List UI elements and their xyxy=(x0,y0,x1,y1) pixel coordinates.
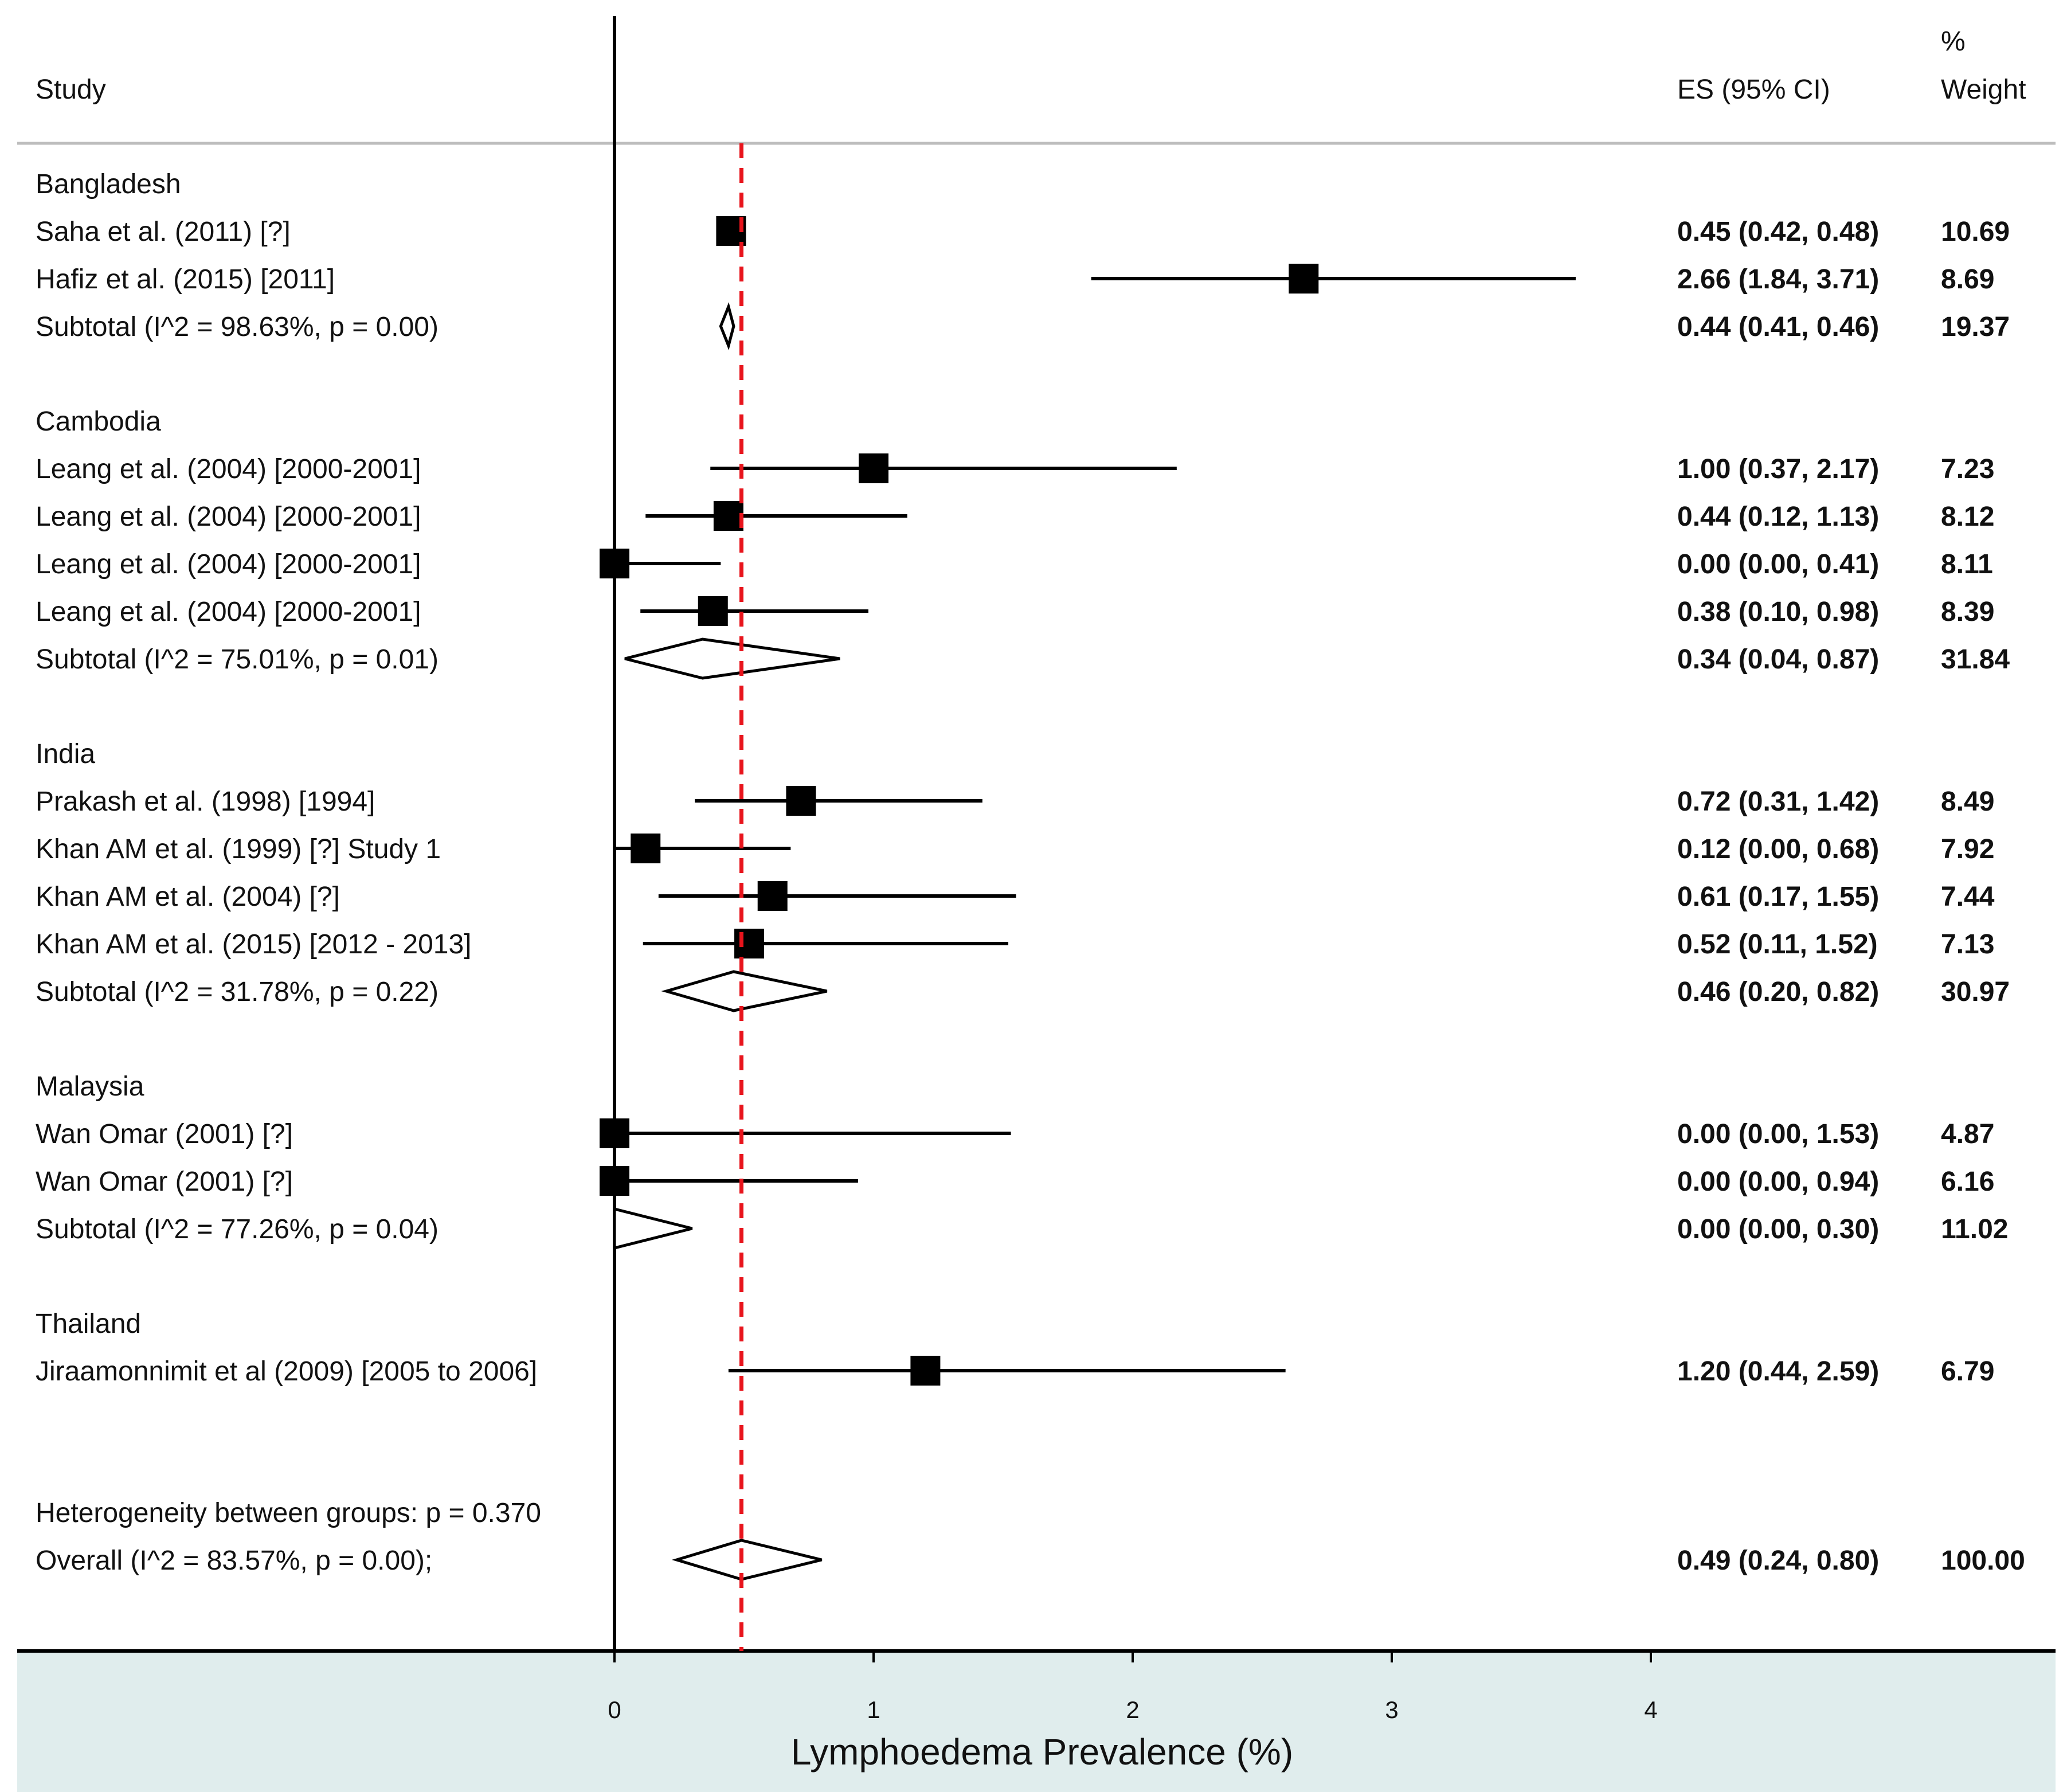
header-study: Study xyxy=(36,75,106,105)
subtotal-diamond xyxy=(719,302,735,350)
header-weight: Weight xyxy=(1941,75,2026,105)
study-point xyxy=(1289,264,1319,294)
study-es: 0.52 (0.11, 1.52) xyxy=(1677,929,1878,960)
x-tick-label: 2 xyxy=(1126,1696,1139,1723)
study-label: Jiraamonnimit et al (2009) [2005 to 2006… xyxy=(36,1356,537,1387)
subtotal-es: 0.44 (0.41, 0.46) xyxy=(1677,312,1879,342)
overall-weight: 100.00 xyxy=(1941,1545,2025,1576)
subtotal-weight: 31.84 xyxy=(1941,644,2010,675)
subtotal-diamond xyxy=(613,1207,693,1250)
subtotal-label: Subtotal (I^2 = 77.26%, p = 0.04) xyxy=(36,1214,439,1245)
study-point xyxy=(786,786,816,816)
study-point xyxy=(713,501,743,531)
x-tick-label: 3 xyxy=(1385,1696,1398,1723)
x-tick-label: 1 xyxy=(867,1696,880,1723)
study-es: 0.00 (0.00, 0.41) xyxy=(1677,549,1879,580)
study-label: Wan Omar (2001) [?] xyxy=(36,1167,293,1197)
group-heading: Cambodia xyxy=(36,406,161,437)
subtotal-weight: 30.97 xyxy=(1941,977,2010,1007)
study-label: Leang et al. (2004) [2000-2001] xyxy=(36,597,421,627)
x-tick-label: 4 xyxy=(1644,1696,1657,1723)
study-weight: 4.87 xyxy=(1941,1119,1994,1149)
study-label: Leang et al. (2004) [2000-2001] xyxy=(36,549,421,580)
study-point xyxy=(859,453,888,483)
study-es: 1.00 (0.37, 2.17) xyxy=(1677,454,1879,484)
study-weight: 8.49 xyxy=(1941,787,1994,817)
study-es: 0.61 (0.17, 1.55) xyxy=(1677,882,1879,912)
study-point xyxy=(910,1356,941,1386)
plot-marks: Bangladesh Saha et al. (2011) [?] 0.45 (0.… xyxy=(36,16,2025,1723)
subtotal-diamond xyxy=(661,970,828,1012)
study-weight: 7.23 xyxy=(1941,454,1994,484)
overall-diamond xyxy=(671,1539,823,1581)
header-weight-pct: % xyxy=(1941,26,1966,57)
subtotal-label: Subtotal (I^2 = 75.01%, p = 0.01) xyxy=(36,644,439,675)
group-heading: Bangladesh xyxy=(36,169,181,199)
subtotal-es: 0.46 (0.20, 0.82) xyxy=(1677,977,1879,1007)
study-label: Khan AM et al. (2004) [?] xyxy=(36,882,340,912)
subtotal-weight: 11.02 xyxy=(1941,1214,2008,1245)
study-es: 0.45 (0.42, 0.48) xyxy=(1677,217,1879,247)
subtotal-label: Subtotal (I^2 = 31.78%, p = 0.22) xyxy=(36,977,439,1007)
study-label: Leang et al. (2004) [2000-2001] xyxy=(36,502,421,532)
group-heading: India xyxy=(36,739,95,769)
study-es: 0.38 (0.10, 0.98) xyxy=(1677,597,1879,627)
x-tick-label: 0 xyxy=(608,1696,621,1723)
study-weight: 10.69 xyxy=(1941,217,2010,247)
study-weight: 8.39 xyxy=(1941,597,1994,627)
study-label: Khan AM et al. (1999) [?] Study 1 xyxy=(36,834,441,864)
study-point xyxy=(600,1118,629,1148)
study-es: 0.00 (0.00, 1.53) xyxy=(1677,1119,1879,1149)
study-weight: 6.16 xyxy=(1941,1167,1994,1197)
study-label: Saha et al. (2011) [?] xyxy=(36,217,291,247)
study-es: 0.12 (0.00, 0.68) xyxy=(1677,834,1879,864)
subtotal-diamond xyxy=(624,637,840,680)
subtotal-label: Subtotal (I^2 = 98.63%, p = 0.00) xyxy=(36,312,439,342)
study-es: 0.44 (0.12, 1.13) xyxy=(1677,502,1879,532)
study-label: Hafiz et al. (2015) [2011] xyxy=(36,264,335,295)
study-label: Leang et al. (2004) [2000-2001] xyxy=(36,454,421,484)
study-weight: 7.92 xyxy=(1941,834,1994,864)
group-heading: Thailand xyxy=(36,1309,141,1339)
overall-label: Overall (I^2 = 83.57%, p = 0.00); xyxy=(36,1545,432,1576)
study-point xyxy=(600,1166,629,1196)
group-heading: Malaysia xyxy=(36,1071,144,1102)
study-weight: 7.13 xyxy=(1941,929,1994,960)
study-point xyxy=(734,929,765,958)
subtotal-es: 0.34 (0.04, 0.87) xyxy=(1677,644,1879,675)
heterogeneity-text: Heterogeneity between groups: p = 0.370 xyxy=(36,1498,541,1528)
study-weight: 8.69 xyxy=(1941,264,1994,295)
study-weight: 8.11 xyxy=(1941,549,1993,580)
x-axis-label: Lymphoedema Prevalence (%) xyxy=(791,1731,1293,1773)
study-point xyxy=(631,834,661,863)
header-es: ES (95% CI) xyxy=(1677,75,1830,105)
study-es: 1.20 (0.44, 2.59) xyxy=(1677,1356,1879,1387)
study-label: Wan Omar (2001) [?] xyxy=(36,1119,293,1149)
subtotal-weight: 19.37 xyxy=(1941,312,2010,342)
study-point xyxy=(757,881,788,911)
overall-es: 0.49 (0.24, 0.80) xyxy=(1677,1545,1879,1576)
study-weight: 8.12 xyxy=(1941,502,1994,532)
subtotal-es: 0.00 (0.00, 0.30) xyxy=(1677,1214,1879,1245)
study-label: Khan AM et al. (2015) [2012 - 2013] xyxy=(36,929,472,960)
study-label: Prakash et al. (1998) [1994] xyxy=(36,787,375,817)
study-weight: 6.79 xyxy=(1941,1356,1994,1387)
study-weight: 7.44 xyxy=(1941,882,1995,912)
study-es: 2.66 (1.84, 3.71) xyxy=(1677,264,1879,295)
study-es: 0.72 (0.31, 1.42) xyxy=(1677,787,1879,817)
axis-band xyxy=(17,1651,2056,1792)
study-point xyxy=(698,596,728,626)
study-point xyxy=(600,549,629,578)
study-es: 0.00 (0.00, 0.94) xyxy=(1677,1167,1879,1197)
